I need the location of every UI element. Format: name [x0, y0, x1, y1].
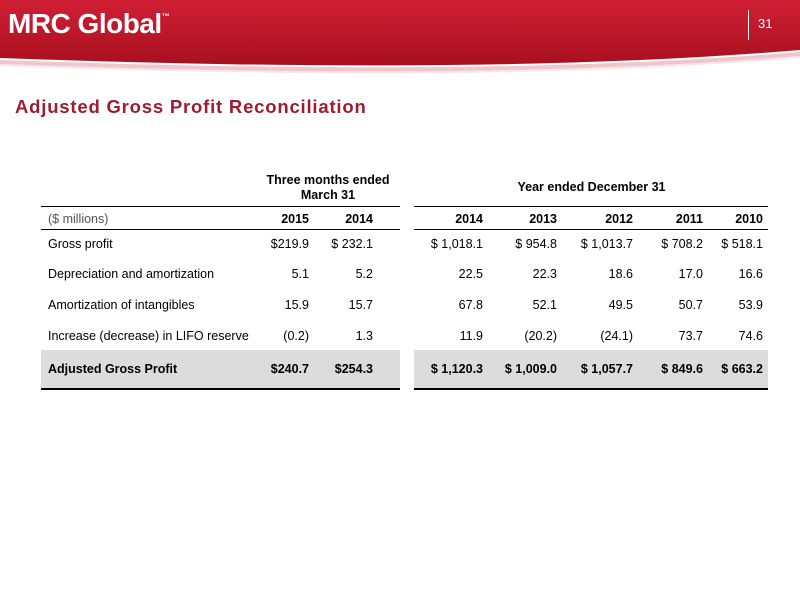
total-cell: $ 1,057.7	[580, 362, 633, 376]
table-cell: 22.3	[532, 267, 557, 281]
table-cell: (24.1)	[600, 329, 633, 343]
group-header-year: Year ended December 31	[517, 180, 666, 194]
group-header-quarter: Three months ended March 31	[266, 173, 390, 202]
table-cell: 22.5	[458, 267, 483, 281]
total-cell: $ 1,120.3	[430, 362, 483, 376]
table-cell: 53.9	[738, 298, 763, 312]
table-cell: 18.6	[608, 267, 633, 281]
table-cell: $ 1,013.7	[580, 237, 633, 251]
table-cell: 49.5	[608, 298, 633, 312]
table-cell: $ 954.8	[515, 237, 557, 251]
total-cell: $ 663.2	[721, 362, 763, 376]
total-cell: $254.3	[334, 362, 373, 376]
table-cell: 50.7	[678, 298, 703, 312]
total-cell: $240.7	[270, 362, 309, 376]
table-cell: $219.9	[270, 237, 309, 251]
units-label: ($ millions)	[48, 212, 109, 226]
table-cell: 73.7	[678, 329, 703, 343]
table-cell: 17.0	[678, 267, 703, 281]
logo-text: MRC Global	[8, 8, 162, 39]
row-label: Amortization of intangibles	[48, 298, 195, 312]
column-header: 2014	[345, 212, 373, 226]
table-cell: $ 1,018.1	[430, 237, 483, 251]
row-label: Gross profit	[48, 237, 113, 251]
table-cell: $ 232.1	[331, 237, 373, 251]
header-background	[0, 0, 800, 74]
slide-title: Adjusted Gross Profit Reconciliation	[15, 96, 367, 117]
total-cell: $ 849.6	[661, 362, 703, 376]
column-header: 2014	[455, 212, 483, 226]
column-header: 2012	[605, 212, 633, 226]
table-cell: $ 708.2	[661, 237, 703, 251]
table-cell: 15.9	[284, 298, 309, 312]
page-number: 31	[758, 16, 773, 31]
table-cell: 52.1	[532, 298, 557, 312]
table-cell: (20.2)	[524, 329, 557, 343]
total-cell: $ 1,009.0	[504, 362, 557, 376]
table-cell: 5.2	[355, 267, 373, 281]
logo-trademark: ™	[161, 12, 170, 21]
column-group-gap	[400, 150, 414, 392]
table-cell: 74.6	[738, 329, 763, 343]
table-cell: $ 518.1	[721, 237, 763, 251]
column-header: 2010	[735, 212, 763, 226]
page-divider	[748, 10, 749, 40]
table-cell: 1.3	[355, 329, 373, 343]
table-cell: 16.6	[738, 267, 763, 281]
row-label: Increase (decrease) in LIFO reserve	[48, 329, 249, 343]
header-bar: MRC Global™ 31	[0, 0, 800, 80]
table-cell: 5.1	[291, 267, 309, 281]
column-header: 2011	[675, 212, 703, 226]
table-cell: 15.7	[348, 298, 373, 312]
table-cell: (0.2)	[283, 329, 309, 343]
row-label: Depreciation and amortization	[48, 267, 215, 281]
column-header: 2015	[281, 212, 309, 226]
total-label: Adjusted Gross Profit	[48, 362, 178, 376]
column-header: 2013	[529, 212, 557, 226]
table-cell: 11.9	[459, 329, 483, 343]
company-logo: MRC Global™	[8, 8, 170, 40]
table-cell: 67.8	[458, 298, 483, 312]
